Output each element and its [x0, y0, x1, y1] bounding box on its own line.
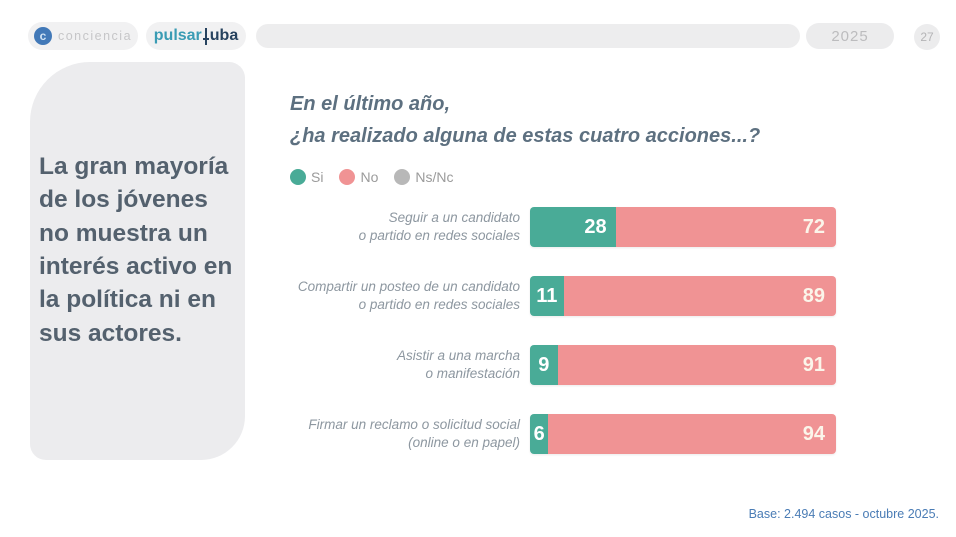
- bar-segment-si: 11: [530, 276, 564, 316]
- legend-label-no: No: [360, 169, 379, 185]
- conciencia-logo: c conciencia: [28, 22, 138, 50]
- value-label-si: 9: [538, 353, 550, 376]
- bar-segment-si: 6: [530, 414, 549, 454]
- chart-title: En el último año, ¿ha realizado alguna d…: [290, 88, 760, 152]
- pulse-icon: [202, 27, 209, 45]
- category-label: Seguir a un candidato o partido en redes…: [358, 209, 520, 243]
- chart-row: Asistir a una marcha o manifestación 9 9…: [290, 345, 850, 385]
- chart-row: Compartir un posteo de un candidato o pa…: [290, 276, 850, 316]
- legend-item-si: Si: [290, 169, 323, 185]
- legend-label-nsnc: Ns/Nc: [415, 169, 454, 185]
- headline-text: La gran mayoría de los jóvenes no muestr…: [39, 153, 233, 347]
- legend-dot-no-icon: [339, 169, 356, 185]
- chart-title-line2: ¿ha realizado alguna de estas cuatro acc…: [290, 125, 761, 147]
- conciencia-logo-label: conciencia: [57, 29, 133, 43]
- bar-segment-no: 94: [548, 414, 836, 454]
- chart-title-line1: En el último año,: [290, 93, 451, 115]
- stacked-bar: 6 94: [530, 414, 836, 454]
- value-label-no: 94: [802, 422, 825, 445]
- headline-panel: La gran mayoría de los jóvenes no muestr…: [30, 62, 245, 460]
- value-label-si: 6: [533, 422, 545, 445]
- bar-segment-no: 72: [615, 207, 836, 247]
- base-note: Base: 2.494 casos - octubre 2025.: [748, 507, 939, 521]
- uba-logo-label: uba: [209, 27, 239, 44]
- category-label: Firmar un reclamo o solicitud social (on…: [308, 416, 520, 450]
- header-title-bar: [256, 24, 800, 48]
- bar-segment-si: 28: [530, 207, 616, 247]
- value-label-no: 72: [802, 215, 825, 238]
- year-badge: 2025: [806, 23, 894, 49]
- chart-row: Seguir a un candidato o partido en redes…: [290, 207, 850, 247]
- value-label-si: 28: [584, 215, 607, 238]
- pulsar-logo-label: pulsar: [153, 27, 202, 44]
- legend-dot-si-icon: [290, 169, 306, 185]
- bar-segment-si: 9: [530, 345, 558, 385]
- conciencia-logo-icon: c: [33, 27, 52, 45]
- bar-chart: Seguir a un candidato o partido en redes…: [290, 207, 850, 483]
- legend-item-nsnc: Ns/Nc: [394, 169, 453, 185]
- value-label-no: 91: [802, 353, 825, 376]
- stacked-bar: 9 91: [530, 345, 836, 385]
- legend: Si No Ns/Nc: [290, 169, 453, 185]
- value-label-si: 11: [536, 284, 558, 307]
- bar-segment-no: 91: [557, 345, 836, 385]
- stacked-bar: 11 89: [530, 276, 836, 316]
- page-number-badge: 27: [914, 24, 940, 50]
- legend-label-si: Si: [311, 169, 324, 185]
- stacked-bar: 28 72: [530, 207, 836, 247]
- legend-item-no: No: [339, 169, 378, 185]
- category-label: Compartir un posteo de un candidato o pa…: [297, 278, 520, 312]
- pulsar-uba-logo: pulsar uba: [146, 22, 246, 50]
- bar-segment-no: 89: [563, 276, 836, 316]
- legend-dot-nsnc-icon: [394, 169, 411, 185]
- category-label: Asistir a una marcha o manifestación: [396, 347, 520, 381]
- chart-row: Firmar un reclamo o solicitud social (on…: [290, 414, 850, 454]
- value-label-no: 89: [802, 284, 825, 307]
